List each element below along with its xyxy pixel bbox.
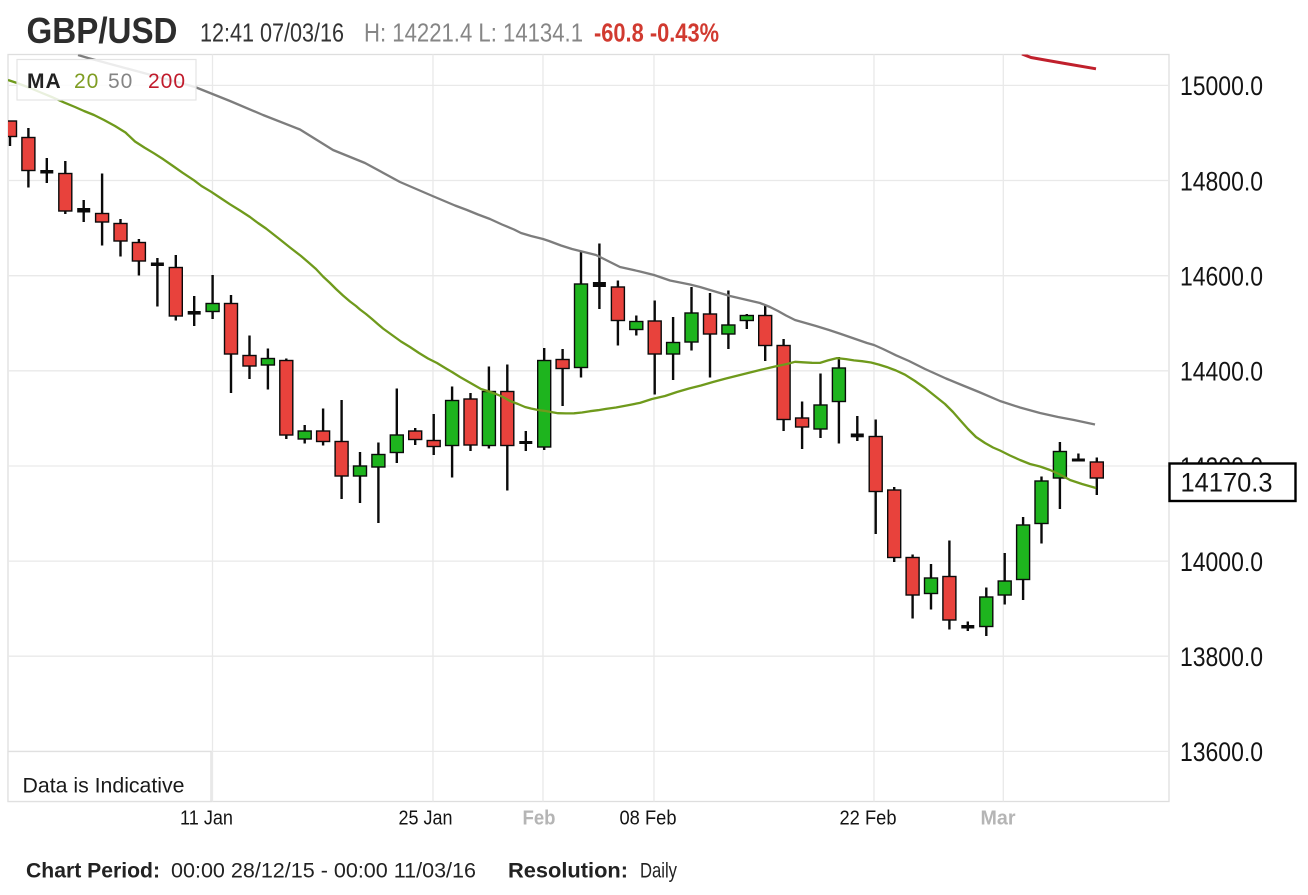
svg-text:14800.0: 14800.0 — [1180, 166, 1263, 196]
svg-text:22 Feb: 22 Feb — [840, 807, 897, 830]
svg-text:-60.8 -0.43%: -60.8 -0.43% — [594, 18, 719, 48]
svg-text:11 Jan: 11 Jan — [180, 807, 233, 830]
svg-text:20: 20 — [74, 70, 99, 93]
svg-text:00:00 28/12/15 - 00:00 11/03/1: 00:00 28/12/15 - 00:00 11/03/16 — [171, 859, 476, 883]
svg-text:12:41 07/03/16: 12:41 07/03/16 — [200, 18, 344, 48]
svg-text:H: 14221.4 L: 14134.1: H: 14221.4 L: 14134.1 — [364, 18, 583, 48]
svg-text:14600.0: 14600.0 — [1180, 262, 1263, 292]
svg-text:Resolution:: Resolution: — [508, 859, 628, 883]
svg-text:14400.0: 14400.0 — [1180, 357, 1263, 387]
svg-text:50: 50 — [108, 70, 133, 93]
svg-text:Daily: Daily — [640, 859, 677, 883]
svg-text:MA: MA — [27, 70, 62, 93]
svg-text:13800.0: 13800.0 — [1180, 642, 1263, 672]
svg-text:Data is Indicative: Data is Indicative — [23, 775, 185, 798]
svg-text:GBP/USD: GBP/USD — [27, 10, 178, 51]
svg-text:14170.3: 14170.3 — [1181, 468, 1273, 498]
svg-text:14000.0: 14000.0 — [1180, 547, 1263, 577]
svg-text:15000.0: 15000.0 — [1180, 71, 1263, 101]
svg-text:Chart Period:: Chart Period: — [26, 859, 160, 883]
svg-text:Feb: Feb — [523, 807, 556, 830]
svg-text:200: 200 — [148, 70, 186, 93]
svg-text:08 Feb: 08 Feb — [620, 807, 677, 830]
svg-text:Mar: Mar — [981, 807, 1016, 830]
svg-text:13600.0: 13600.0 — [1180, 737, 1263, 767]
svg-text:25 Jan: 25 Jan — [399, 807, 453, 830]
